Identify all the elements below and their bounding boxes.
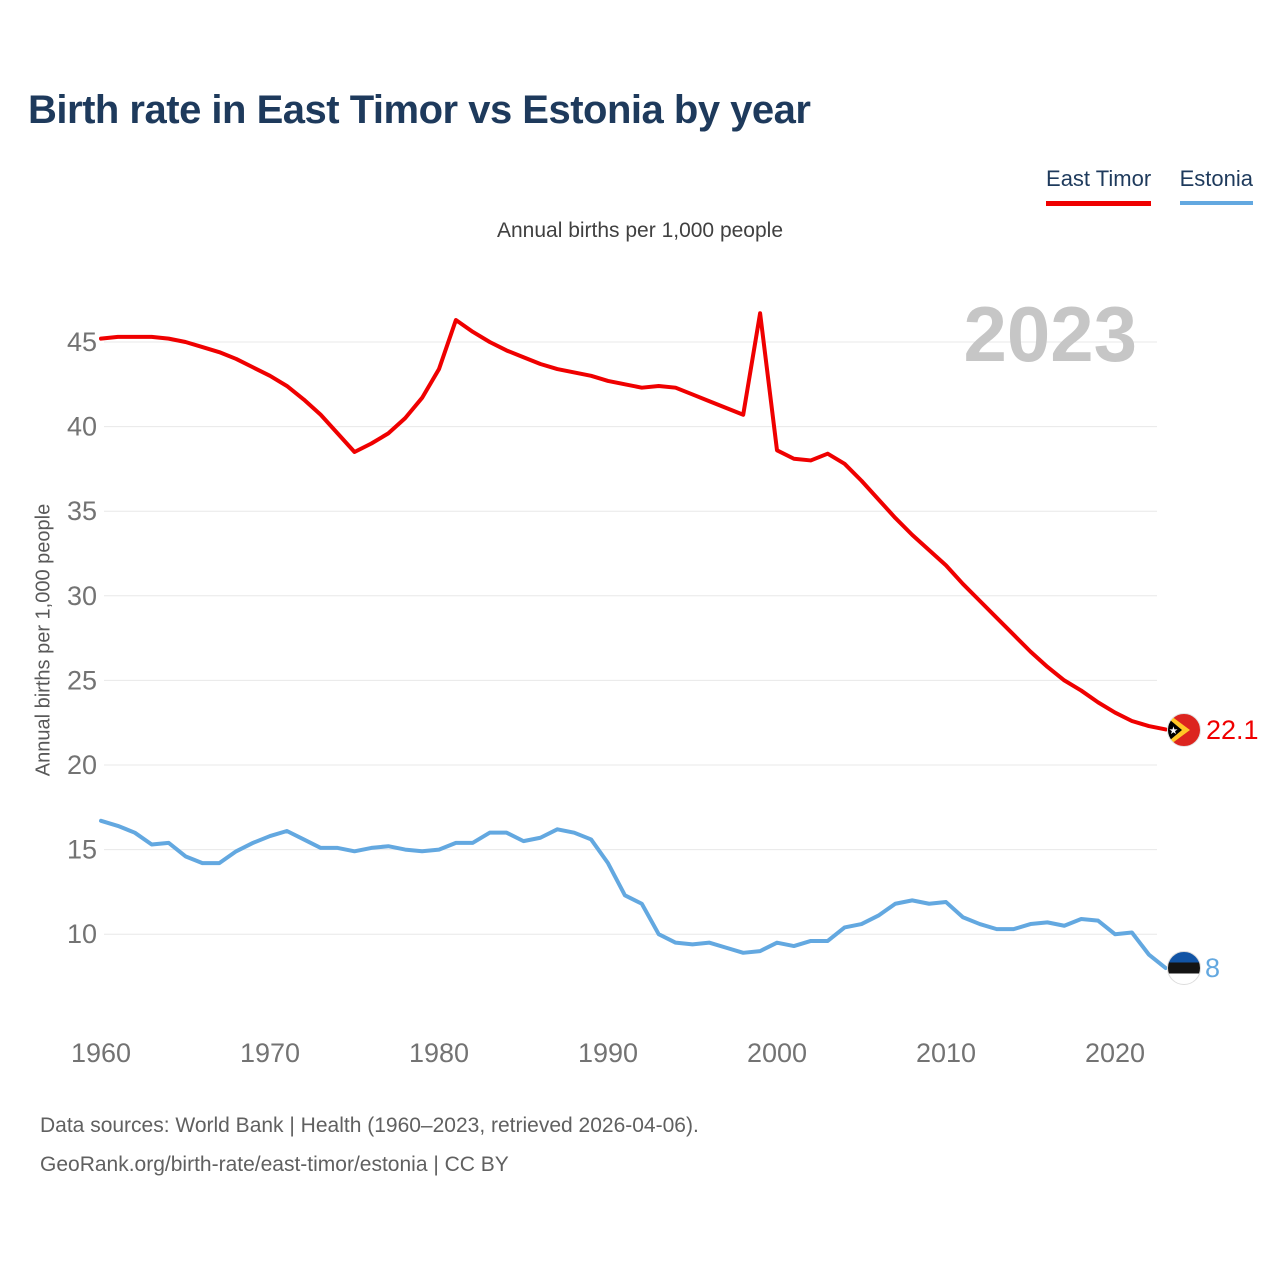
y-tick-label: 15 <box>67 835 97 865</box>
footer: Data sources: World Bank | Health (1960–… <box>40 1106 699 1184</box>
data-series <box>99 311 1168 971</box>
page-title: Birth rate in East Timor vs Estonia by y… <box>28 88 811 132</box>
chart-subtitle: Annual births per 1,000 people <box>496 219 784 242</box>
footer-url-line: GeoRank.org/birth-rate/east-timor/estoni… <box>40 1153 509 1176</box>
legend-item-estonia[interactable]: Estonia <box>1179 166 1253 205</box>
watermark-year: 2023 <box>963 290 1137 378</box>
gridlines <box>104 341 1157 935</box>
x-tick-label: 1980 <box>409 1038 469 1068</box>
estonia-line <box>99 818 1168 971</box>
legend-item-east-timor[interactable]: East Timor <box>1046 166 1152 206</box>
x-tick-label: 2000 <box>747 1038 807 1068</box>
y-tick-label: 30 <box>67 581 97 611</box>
y-tick-label: 40 <box>67 412 97 442</box>
x-tick-label: 1960 <box>71 1038 131 1068</box>
estonia-flag-icon <box>1167 951 1201 985</box>
footer-source-line: Data sources: World Bank | Health (1960–… <box>40 1114 699 1137</box>
star-icon: ★ <box>1169 725 1179 737</box>
x-tick-label: 1970 <box>240 1038 300 1068</box>
y-tick-label: 20 <box>67 750 97 780</box>
estonia-end-value: 8 <box>1205 953 1220 983</box>
legend: East Timor Estonia <box>1022 166 1253 206</box>
y-tick-label: 45 <box>67 327 97 357</box>
east-timor-flag-icon: ★ <box>1167 713 1201 747</box>
x-axis-ticks: 1960 1970 1980 1990 2000 2010 2020 <box>71 1038 1145 1068</box>
y-tick-label: 35 <box>67 496 97 526</box>
x-tick-label: 2020 <box>1085 1038 1145 1068</box>
y-tick-label: 10 <box>67 919 97 949</box>
y-tick-label: 25 <box>67 665 97 695</box>
x-tick-label: 1990 <box>578 1038 638 1068</box>
y-axis-ticks: 10 15 20 25 30 35 40 45 <box>67 327 97 949</box>
east-timor-end-value: 22.1 <box>1206 715 1259 745</box>
x-tick-label: 2010 <box>916 1038 976 1068</box>
east-timor-line <box>99 311 1168 732</box>
